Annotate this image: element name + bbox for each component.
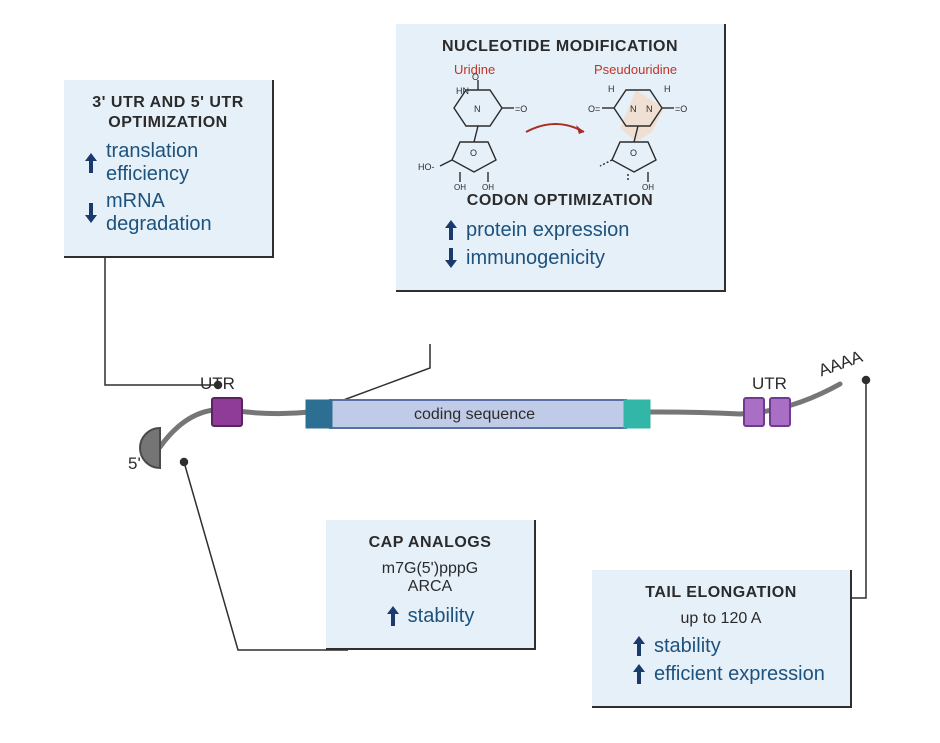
- connector-tail: [852, 377, 870, 599]
- svg-text:O: O: [630, 148, 637, 158]
- cap-sub-2: ARCA: [346, 578, 514, 596]
- svg-text:OH: OH: [642, 183, 654, 192]
- codon-effect-2: immunogenicity: [444, 246, 704, 270]
- arrow-up-icon: [386, 604, 400, 628]
- tail-effect-1-text: stability: [654, 635, 721, 658]
- svg-text:O=: O=: [588, 104, 600, 114]
- arrow-up-icon: [632, 634, 646, 658]
- codon-effect-1-text: protein expression: [466, 219, 629, 242]
- codon-effect-1: protein expression: [444, 218, 704, 242]
- utr-left-label: UTR: [200, 374, 235, 394]
- uridine-structure: =O O N HN O HO- OH OH: [418, 72, 527, 192]
- connector-codon: [327, 344, 431, 409]
- arrow-up-icon: [632, 662, 646, 686]
- panel-utr-optimization: 3' UTR AND 5' UTR OPTIMIZATION translati…: [64, 80, 274, 258]
- chemistry-arrow-icon: [526, 124, 584, 134]
- chemistry-svg: =O O N HN O HO- OH OH: [416, 72, 716, 192]
- tail-effect-1: stability: [632, 634, 830, 658]
- cds-end-right: [624, 400, 650, 428]
- utr-box-left: [212, 398, 242, 426]
- utr-effect-2: mRNA degradation: [84, 190, 252, 236]
- utr-effect-1-text: translation efficiency: [106, 140, 252, 186]
- svg-text:H: H: [608, 84, 615, 94]
- utr-effect-1: translation efficiency: [84, 140, 252, 186]
- svg-text:OH: OH: [482, 183, 494, 192]
- five-prime-label: 5': [128, 454, 141, 474]
- utr-box-right-2: [770, 398, 790, 426]
- svg-text:N: N: [630, 104, 637, 114]
- arrow-up-icon: [84, 151, 98, 175]
- codon-effect-2-text: immunogenicity: [466, 247, 605, 270]
- utr-title-line2: OPTIMIZATION: [84, 114, 252, 132]
- svg-text:HN: HN: [456, 86, 469, 96]
- panel-cap-analogs: CAP ANALOGS m7G(5')pppG ARCA stability: [326, 520, 536, 650]
- mrna-schematic: [140, 384, 840, 468]
- connector-cap: [181, 459, 349, 651]
- cds-end-left: [306, 400, 332, 428]
- utr-title-line1: 3' UTR AND 5' UTR: [84, 94, 252, 112]
- svg-text:OH: OH: [454, 183, 466, 192]
- svg-text:HO-: HO-: [418, 162, 435, 172]
- utr-right-label: UTR: [752, 374, 787, 394]
- cap-effect-1-text: stability: [408, 605, 475, 628]
- pseudouridine-structure: H H N N =O O= O OH: [588, 84, 687, 192]
- svg-text:=O: =O: [675, 104, 687, 114]
- cds-label: coding sequence: [414, 406, 535, 424]
- cap-title: CAP ANALOGS: [346, 534, 514, 552]
- tail-effect-2: efficient expression: [632, 662, 830, 686]
- panel-tail-elongation: TAIL ELONGATION up to 120 A stability ef…: [592, 570, 852, 708]
- cap-sub-1: m7G(5')pppG: [346, 560, 514, 578]
- five-prime-cap: [140, 428, 160, 468]
- utr-box-right-1: [744, 398, 764, 426]
- tail-effect-2-text: efficient expression: [654, 663, 825, 686]
- cap-effect-1: stability: [346, 604, 514, 628]
- utr-effect-2-text: mRNA degradation: [106, 190, 252, 236]
- nucleotide-title: NUCLEOTIDE MODIFICATION: [416, 38, 704, 56]
- tail-sub-1: up to 120 A: [612, 610, 830, 628]
- svg-text:=O: =O: [515, 104, 527, 114]
- svg-text:N: N: [646, 104, 653, 114]
- arrow-down-icon: [84, 201, 98, 225]
- arrow-up-icon: [444, 218, 458, 242]
- svg-text:N: N: [474, 104, 481, 114]
- chemistry-illustration: Uridine Pseudouridine =O O N HN O HO- OH…: [416, 64, 704, 184]
- svg-text:H: H: [664, 84, 671, 94]
- panel-nucleotide-codon: NUCLEOTIDE MODIFICATION Uridine Pseudour…: [396, 24, 726, 292]
- svg-text:O: O: [470, 148, 477, 158]
- tail-title: TAIL ELONGATION: [612, 584, 830, 602]
- codon-title: CODON OPTIMIZATION: [416, 192, 704, 210]
- svg-text:O: O: [472, 72, 479, 82]
- arrow-down-icon: [444, 246, 458, 270]
